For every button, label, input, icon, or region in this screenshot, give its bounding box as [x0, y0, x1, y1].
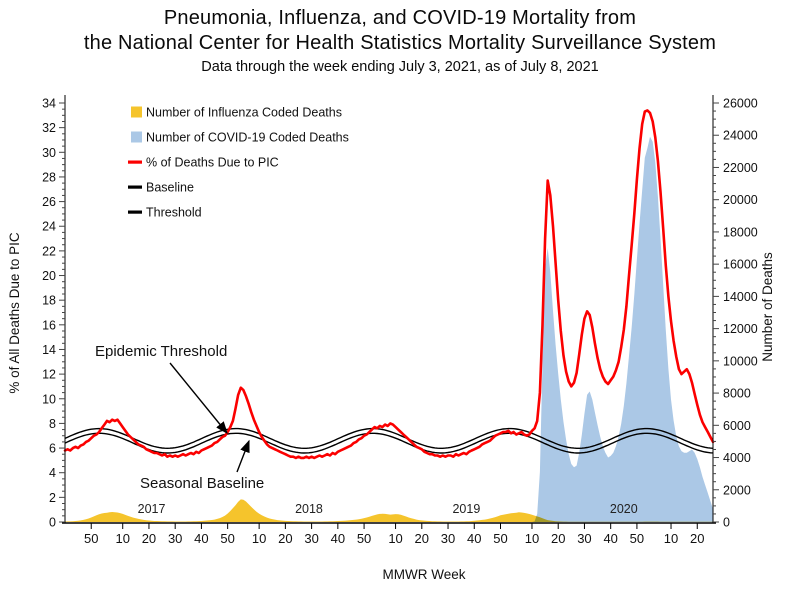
x-axis-tick-label: 30 [441, 531, 455, 546]
annotation-arrow-2 [236, 439, 250, 473]
x-axis-title: MMWR Week [383, 567, 466, 582]
right-axis-tick-label: 10000 [723, 354, 758, 368]
year-label: 2020 [610, 502, 638, 516]
left-axis-tick-label: 10 [42, 392, 56, 406]
left-axis-tick-label: 2 [49, 491, 56, 505]
x-axis-tick-label: 30 [577, 531, 591, 546]
left-axis-title: % of All Deaths Due to PIC [7, 232, 22, 394]
right-axis-title: Number of Deaths [760, 252, 775, 362]
right-axis-tick-label: 26000 [723, 97, 758, 111]
baseline-line [64, 432, 714, 454]
legend-label-1: Number of Influenza Coded Deaths [146, 106, 342, 120]
x-axis-tick-label: 40 [603, 531, 617, 546]
right-axis-tick-label: 6000 [723, 419, 751, 433]
right-axis-tick-label: 20000 [723, 193, 758, 207]
chart-title-line1: Pneumonia, Influenza, and COVID-19 Morta… [163, 7, 637, 29]
right-axis-tick-label: 16000 [723, 258, 758, 272]
legend-swatch-3 [128, 160, 142, 164]
right-axis-tick-label: 14000 [723, 290, 758, 304]
right-axis-tick-label: 24000 [723, 129, 758, 143]
right-axis-tick-label: 8000 [723, 387, 751, 401]
right-axis-tick-label: 12000 [723, 322, 758, 336]
x-axis-tick-label: 20 [690, 531, 704, 546]
legend-label-2: Number of COVID-19 Coded Deaths [146, 131, 349, 145]
left-axis-tick-label: 8 [49, 417, 56, 431]
legend-swatch-1 [131, 106, 142, 118]
left-axis-tick-label: 18 [42, 294, 56, 308]
right-axis-tick-label: 18000 [723, 225, 758, 239]
left-axis-tick-label: 28 [42, 170, 56, 184]
x-axis-tick-label: 20 [142, 531, 156, 546]
legend-label-5: Threshold [146, 206, 202, 220]
x-axis-tick-label: 20 [551, 531, 565, 546]
influenza-deaths-area [65, 499, 713, 522]
legend-swatch-5 [128, 210, 142, 214]
right-axis-tick-label: 4000 [723, 451, 751, 465]
annotation-text-1: Epidemic Threshold [95, 343, 227, 360]
x-axis-tick-label: 50 [493, 531, 507, 546]
chart-subtitle: Data through the week ending July 3, 202… [201, 59, 599, 75]
x-axis-tick-label: 10 [388, 531, 402, 546]
x-axis-tick-label: 30 [168, 531, 182, 546]
right-axis-tick-label: 2000 [723, 483, 751, 497]
x-axis-tick-label: 10 [115, 531, 129, 546]
left-axis-tick-label: 20 [42, 269, 56, 283]
x-axis-tick-label: 10 [252, 531, 266, 546]
x-axis-tick-label: 40 [194, 531, 208, 546]
left-axis-tick-label: 24 [42, 220, 56, 234]
x-axis-tick-label: 10 [525, 531, 539, 546]
annotation-arrow-1 [169, 362, 228, 435]
left-axis-tick-label: 22 [42, 244, 56, 258]
left-axis-tick-label: 26 [42, 195, 56, 209]
left-axis-tick-label: 6 [49, 442, 56, 456]
year-label: 2017 [138, 502, 166, 516]
annotation-text-2: Seasonal Baseline [140, 475, 264, 492]
x-axis-tick-label: 50 [84, 531, 98, 546]
pic-percent-line [63, 109, 715, 460]
covid-deaths-area [508, 136, 713, 523]
left-axis-tick-label: 30 [42, 146, 56, 160]
left-axis-tick-label: 0 [49, 516, 56, 530]
x-axis-tick-label: 40 [467, 531, 481, 546]
threshold-line [64, 427, 714, 450]
chart-title-line2: the National Center for Health Statistic… [83, 32, 717, 54]
right-axis-tick-label: 0 [723, 516, 730, 530]
x-axis-tick-label: 50 [220, 531, 234, 546]
x-axis-tick-label: 20 [278, 531, 292, 546]
left-axis-tick-label: 12 [42, 368, 56, 382]
x-axis-tick-label: 40 [331, 531, 345, 546]
left-axis-tick-label: 16 [42, 318, 56, 332]
year-label: 2019 [452, 502, 480, 516]
x-axis-tick-label: 10 [664, 531, 678, 546]
left-axis-tick-label: 4 [49, 466, 56, 480]
legend-label-3: % of Deaths Due to PIC [146, 156, 279, 170]
chart-header: Pneumonia, Influenza, and COVID-19 Morta… [0, 6, 800, 77]
left-axis-tick-label: 14 [42, 343, 56, 357]
year-label: 2018 [295, 502, 323, 516]
left-axis-tick-label: 34 [42, 97, 56, 111]
x-axis-tick-label: 20 [415, 531, 429, 546]
legend-label-4: Baseline [146, 181, 194, 195]
legend-swatch-4 [128, 185, 142, 189]
x-axis-tick-label: 50 [630, 531, 644, 546]
left-axis-tick-label: 32 [42, 121, 56, 135]
x-axis-tick-label: 30 [304, 531, 318, 546]
right-axis-tick-label: 22000 [723, 161, 758, 175]
legend-swatch-2 [131, 131, 142, 143]
x-axis-tick-label: 50 [357, 531, 371, 546]
